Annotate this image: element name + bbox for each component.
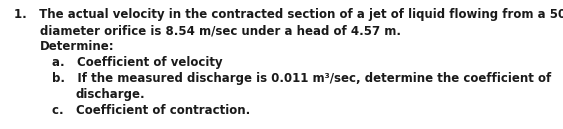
Text: b.   If the measured discharge is 0.011 m³/sec, determine the coefficient of: b. If the measured discharge is 0.011 m³…: [52, 72, 551, 85]
Text: Determine:: Determine:: [40, 40, 115, 53]
Text: a.   Coefficient of velocity: a. Coefficient of velocity: [52, 56, 222, 69]
Text: 1.   The actual velocity in the contracted section of a jet of liquid flowing fr: 1. The actual velocity in the contracted…: [14, 8, 563, 21]
Text: discharge.: discharge.: [75, 88, 145, 101]
Text: diameter orifice is 8.54 m/sec under a head of 4.57 m.: diameter orifice is 8.54 m/sec under a h…: [40, 24, 401, 37]
Text: c.   Coefficient of contraction.: c. Coefficient of contraction.: [52, 104, 250, 117]
